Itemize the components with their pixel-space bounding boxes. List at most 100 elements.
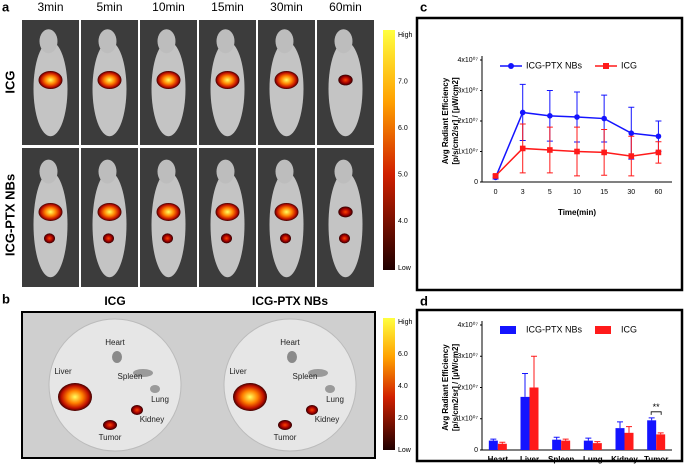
bar [624, 432, 634, 450]
panel-label: b [2, 291, 10, 306]
bar [583, 440, 593, 450]
x-tick-label: 60 [655, 189, 663, 196]
legend-label: ICG [621, 60, 637, 70]
organ-label: Tumor [99, 433, 122, 442]
error-bar [617, 421, 623, 429]
row-label: ICG-PTX NBs [2, 174, 17, 256]
y-tick-label: 0 [474, 179, 478, 186]
marker [547, 113, 553, 119]
time-label: 5min [96, 0, 122, 14]
annotation: ** [653, 402, 661, 412]
colorbar-label: 6.0 [398, 125, 408, 132]
x-tick-label: Spleen [548, 455, 574, 464]
x-tick-label: 3 [521, 189, 525, 196]
mouse-body [33, 171, 68, 278]
tumor-signal [280, 233, 291, 244]
tumor-signal [339, 233, 350, 244]
y-axis-label: Avg Radiant Efficiency [441, 77, 450, 164]
marker [492, 173, 499, 179]
significance-bracket [650, 411, 662, 415]
marker [519, 145, 526, 152]
mouse-body [269, 171, 304, 278]
mouse-head [39, 159, 58, 184]
marker [655, 149, 662, 156]
y-tick-label: 3x10⁰⁷ [457, 86, 478, 94]
panel-a: a 3min 5min 10min 15min 30min 60min ICG ICG-PTX… [2, 0, 413, 287]
mouse-head [98, 159, 117, 184]
organ-label: Tumor [274, 433, 297, 442]
x-tick-label: Kidney [611, 455, 638, 464]
y-tick-label: 4x10⁰⁷ [457, 321, 478, 329]
colorbar [383, 318, 395, 450]
dish [223, 318, 357, 452]
signal [38, 202, 63, 221]
signal [156, 202, 181, 221]
legend-marker [603, 63, 609, 69]
time-label: 60min [329, 0, 362, 14]
error-bar [585, 437, 592, 441]
panel-c: c 0 1x10⁰⁷ 2x10⁰⁷ 3x10⁰⁷ 4x10⁰⁷ Avg Radiant E… [415, 0, 684, 292]
legend-label: ICG-PTX NBs [526, 60, 583, 70]
panel-d: d 0 1x10⁰⁷ 2x10⁰⁷ 3x10⁰⁷ 4x10⁰⁷ Avg Radiant E… [415, 293, 684, 464]
mouse-head [334, 159, 353, 184]
error-bar [553, 436, 560, 440]
organ-label: Liver [54, 367, 72, 376]
mouse-body [328, 41, 363, 137]
colorbar [383, 30, 395, 270]
colorbar-label: High [398, 32, 413, 39]
mouse-head [275, 159, 294, 184]
colorbar-label: 6.0 [398, 351, 408, 358]
bar [615, 428, 625, 450]
organ-label: Lung [151, 395, 169, 404]
mouse-head [216, 159, 235, 184]
y-tick-label: 0 [474, 447, 478, 454]
signal [156, 71, 181, 89]
mouse-body [151, 171, 186, 278]
error-bar [522, 372, 528, 397]
tumor-signal [278, 420, 292, 430]
organ-label: Lung [326, 395, 344, 404]
bar [561, 440, 571, 450]
organ [133, 369, 153, 377]
mouse-body [92, 171, 127, 278]
x-tick-label: 0 [494, 189, 498, 196]
x-tick-label: 5 [548, 189, 552, 196]
x-tick-label: 30 [627, 189, 635, 196]
x-tick-label: Tumor [644, 455, 668, 464]
y-tick-label: 4x10⁰⁷ [457, 56, 478, 64]
time-label: 30min [270, 0, 303, 14]
mouse-head [39, 29, 58, 54]
colorbar-label: Low [398, 447, 412, 454]
time-label: 10min [152, 0, 185, 14]
organ-label: Kidney [140, 415, 164, 424]
colorbar-label: 4.0 [398, 218, 408, 225]
panel-label: a [2, 0, 10, 14]
x-tick-label: Heart [488, 455, 509, 464]
y-tick-label: 2x10⁰⁷ [457, 117, 478, 125]
organ [325, 385, 335, 393]
organ-label: Liver [229, 367, 247, 376]
bar [592, 443, 602, 450]
group-label: ICG-PTX NBs [252, 294, 328, 308]
mouse-head [157, 159, 176, 184]
mouse-head [216, 29, 235, 54]
tumor-signal [162, 233, 173, 244]
mouse-head [98, 29, 117, 54]
time-label: 15min [211, 0, 244, 14]
organ-label: Heart [105, 338, 125, 347]
error-bar [648, 417, 655, 421]
kidney-signal [306, 405, 318, 415]
bar [552, 439, 562, 450]
signal [215, 71, 240, 89]
tumor-signal [44, 233, 55, 244]
panel-b: b ICG Heart Spleen Liver Lung Kidney Tumor ICG-… [2, 291, 413, 459]
x-axis-label: Time(min) [558, 208, 596, 217]
legend-swatch [595, 326, 611, 334]
mouse-head [157, 29, 176, 54]
colorbar-label: 2.0 [398, 415, 408, 422]
liver-signal [233, 383, 267, 411]
marker [628, 153, 635, 159]
y-axis-label: Avg Radiant Efficiency [441, 344, 450, 431]
organ-label: Spleen [118, 372, 143, 381]
